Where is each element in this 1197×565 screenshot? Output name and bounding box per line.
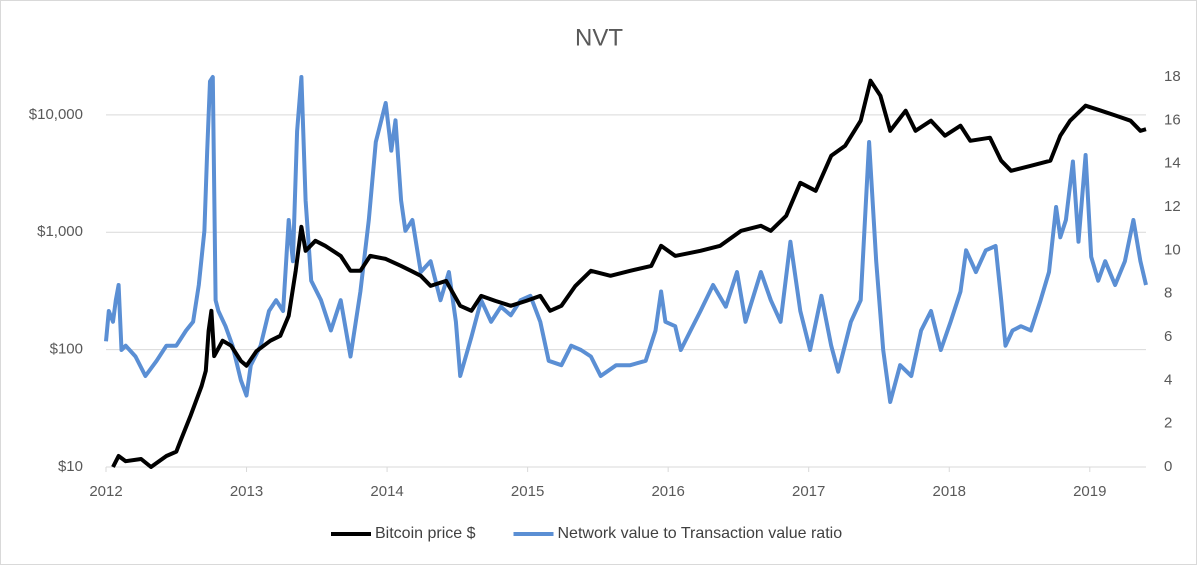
x-tick-label: 2013 (230, 483, 263, 500)
x-tick-label: 2017 (792, 483, 825, 500)
y-tick-label: $100 (50, 341, 83, 358)
y-tick-label: $1,000 (37, 223, 83, 240)
y-tick-label: $10,000 (29, 106, 83, 123)
x-tick-label: 2018 (933, 483, 966, 500)
y2-tick-label: 0 (1164, 458, 1172, 475)
y2-tick-label: 16 (1164, 111, 1181, 128)
x-tick-label: 2012 (89, 483, 122, 500)
y-tick-label: $10 (58, 458, 83, 475)
y2-tick-label: 18 (1164, 68, 1181, 85)
chart-title: NVT (575, 24, 623, 51)
series-line (104, 75, 1148, 404)
x-tick-label: 2014 (370, 483, 403, 500)
x-tick-label: 2015 (511, 483, 544, 500)
y2-tick-label: 10 (1164, 241, 1181, 258)
y2-tick-label: 2 (1164, 415, 1172, 432)
legend-label: Bitcoin price $ (375, 525, 476, 542)
y2-tick-label: 6 (1164, 328, 1172, 345)
y2-tick-label: 12 (1164, 198, 1181, 215)
y2-tick-label: 4 (1164, 371, 1172, 388)
series-line (111, 78, 1147, 469)
y2-tick-label: 14 (1164, 155, 1181, 172)
y2-tick-label: 8 (1164, 285, 1172, 302)
x-tick-label: 2019 (1073, 483, 1106, 500)
x-tick-label: 2016 (651, 483, 684, 500)
legend-label: Network value to Transaction value ratio (558, 525, 843, 542)
